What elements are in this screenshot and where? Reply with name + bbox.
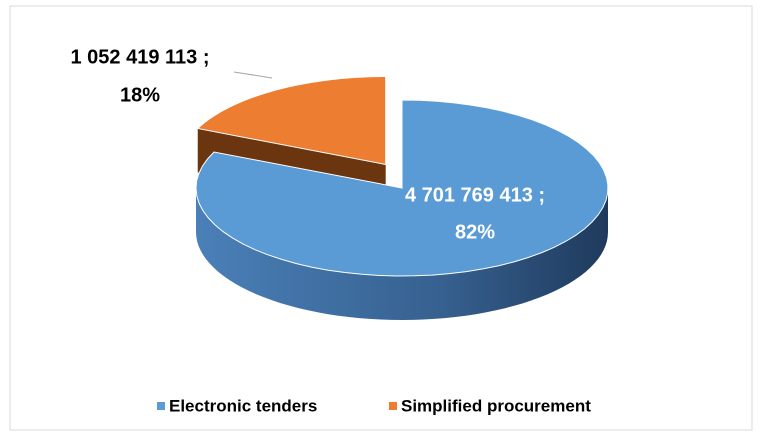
slice [196, 76, 387, 166]
legend-label: Simplified procurement [401, 396, 591, 415]
slice-side [196, 188, 608, 320]
legend-swatch [157, 402, 165, 410]
data-label: 1 052 419 113 ; [70, 46, 209, 68]
data-label: 4 701 769 413 ; [405, 184, 545, 206]
leader-line [233, 71, 273, 79]
data-label: 82% [455, 221, 495, 243]
legend-swatch [389, 402, 397, 410]
slice [195, 99, 609, 277]
data-label: 18% [120, 84, 160, 106]
legend-label: Electronic tenders [169, 396, 317, 415]
